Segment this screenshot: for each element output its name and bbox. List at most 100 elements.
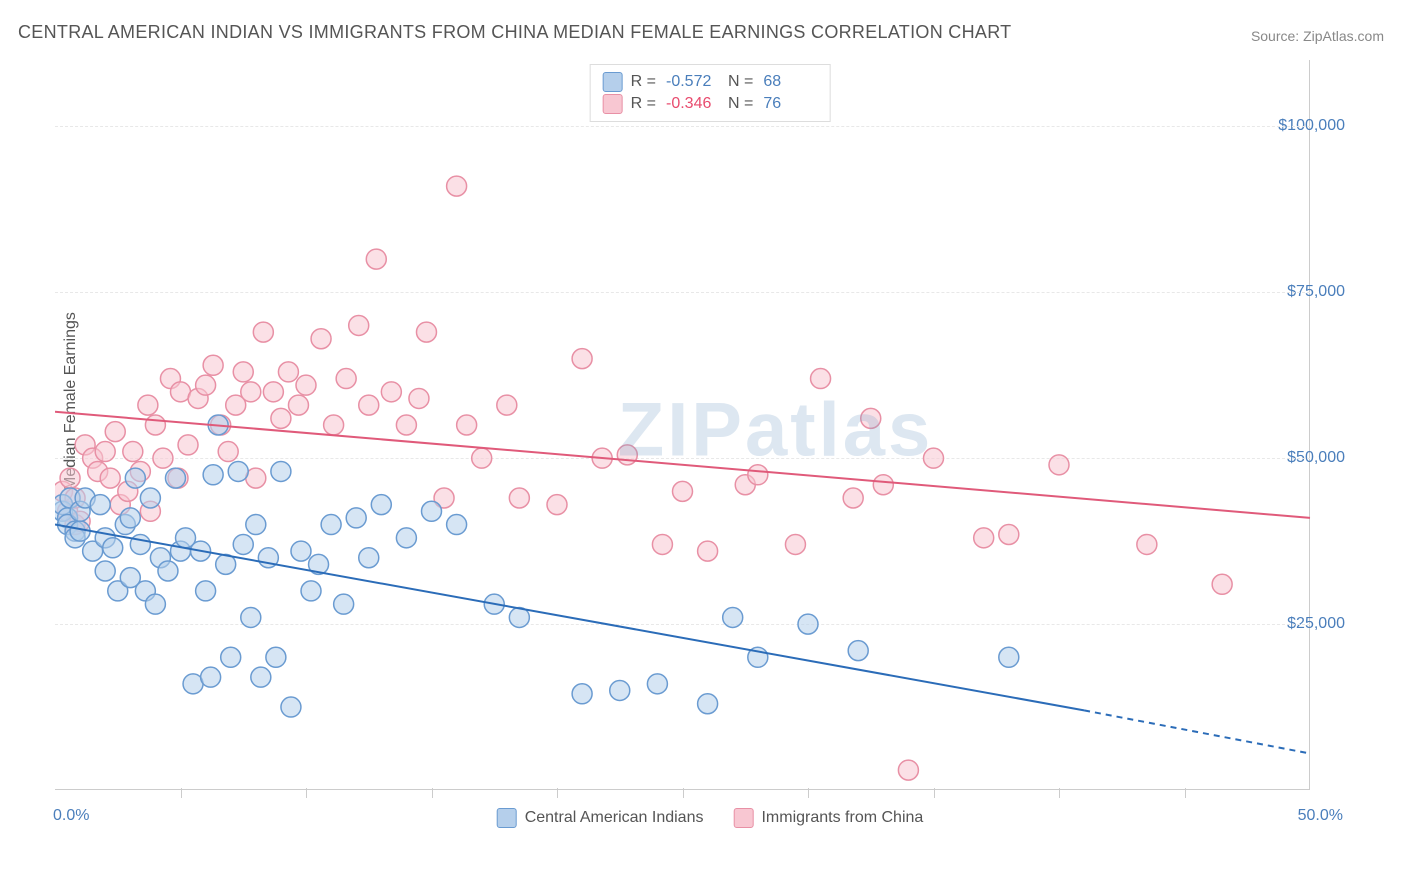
chart-title: CENTRAL AMERICAN INDIAN VS IMMIGRANTS FR…: [18, 22, 1011, 43]
scatter-point: [201, 667, 221, 687]
scatter-point: [100, 468, 120, 488]
scatter-point: [416, 322, 436, 342]
scatter-point: [288, 395, 308, 415]
scatter-point: [95, 442, 115, 462]
n-label: N =: [728, 93, 753, 115]
scatter-point: [228, 461, 248, 481]
scatter-point: [843, 488, 863, 508]
scatter-point: [278, 362, 298, 382]
scatter-point: [251, 667, 271, 687]
scatter-point: [999, 647, 1019, 667]
scatter-point: [924, 448, 944, 468]
scatter-point: [120, 508, 140, 528]
scatter-point: [748, 465, 768, 485]
scatter-point: [165, 468, 185, 488]
legend-swatch-pink: [603, 94, 623, 114]
scatter-point: [266, 647, 286, 667]
scatter-point: [873, 475, 893, 495]
scatter-point: [447, 515, 467, 535]
scatter-point: [263, 382, 283, 402]
scatter-point: [103, 538, 123, 558]
scatter-point: [196, 581, 216, 601]
scatter-point: [359, 395, 379, 415]
scatter-point: [95, 561, 115, 581]
scatter-point: [396, 415, 416, 435]
scatter-point: [1137, 534, 1157, 554]
scatter-point: [178, 435, 198, 455]
scatter-point: [898, 760, 918, 780]
r-value-blue: -0.572: [666, 71, 720, 93]
scatter-point: [673, 481, 693, 501]
scatter-point: [1049, 455, 1069, 475]
scatter-point: [723, 607, 743, 627]
scatter-point: [509, 488, 529, 508]
scatter-point: [196, 375, 216, 395]
scatter-point: [221, 647, 241, 667]
scatter-point: [271, 461, 291, 481]
scatter-point: [572, 349, 592, 369]
scatter-point: [241, 382, 261, 402]
legend-stats-row-2: R = -0.346 N = 76: [603, 93, 818, 115]
scatter-point: [381, 382, 401, 402]
legend-stats-row-1: R = -0.572 N = 68: [603, 71, 818, 93]
scatter-point: [359, 548, 379, 568]
scatter-point: [647, 674, 667, 694]
scatter-point: [140, 488, 160, 508]
r-value-pink: -0.346: [666, 93, 720, 115]
scatter-point: [572, 684, 592, 704]
scatter-point: [610, 680, 630, 700]
scatter-point: [301, 581, 321, 601]
scatter-point: [145, 594, 165, 614]
scatter-point: [396, 528, 416, 548]
n-label: N =: [728, 71, 753, 93]
r-label: R =: [631, 71, 656, 93]
scatter-point: [281, 697, 301, 717]
scatter-point: [203, 355, 223, 375]
scatter-point: [291, 541, 311, 561]
scatter-svg: [55, 60, 1365, 830]
source-attribution: Source: ZipAtlas.com: [1251, 28, 1384, 44]
scatter-point: [233, 362, 253, 382]
scatter-point: [138, 395, 158, 415]
scatter-point: [974, 528, 994, 548]
scatter-point: [158, 561, 178, 581]
scatter-point: [422, 501, 442, 521]
scatter-point: [153, 448, 173, 468]
scatter-point: [457, 415, 477, 435]
scatter-point: [547, 495, 567, 515]
scatter-point: [105, 422, 125, 442]
scatter-point: [366, 249, 386, 269]
scatter-point: [698, 694, 718, 714]
scatter-point: [130, 534, 150, 554]
scatter-point: [233, 534, 253, 554]
scatter-point: [336, 369, 356, 389]
scatter-point: [811, 369, 831, 389]
trend-line-extrapolated: [1084, 710, 1310, 753]
chart-container: CENTRAL AMERICAN INDIAN VS IMMIGRANTS FR…: [0, 0, 1406, 892]
scatter-point: [861, 408, 881, 428]
scatter-point: [90, 495, 110, 515]
legend-stats: R = -0.572 N = 68 R = -0.346 N = 76: [590, 64, 831, 122]
scatter-point: [60, 468, 80, 488]
scatter-point: [497, 395, 517, 415]
scatter-point: [123, 442, 143, 462]
legend-swatch-blue: [603, 72, 623, 92]
scatter-point: [798, 614, 818, 634]
scatter-point: [125, 468, 145, 488]
n-value-blue: 68: [763, 71, 817, 93]
scatter-point: [617, 445, 637, 465]
n-value-pink: 76: [763, 93, 817, 115]
scatter-point: [349, 315, 369, 335]
scatter-point: [241, 607, 261, 627]
scatter-point: [447, 176, 467, 196]
scatter-point: [311, 329, 331, 349]
scatter-point: [698, 541, 718, 561]
scatter-point: [218, 442, 238, 462]
scatter-point: [999, 525, 1019, 545]
scatter-point: [785, 534, 805, 554]
scatter-point: [246, 515, 266, 535]
scatter-point: [145, 415, 165, 435]
scatter-point: [652, 534, 672, 554]
scatter-point: [371, 495, 391, 515]
scatter-point: [296, 375, 316, 395]
